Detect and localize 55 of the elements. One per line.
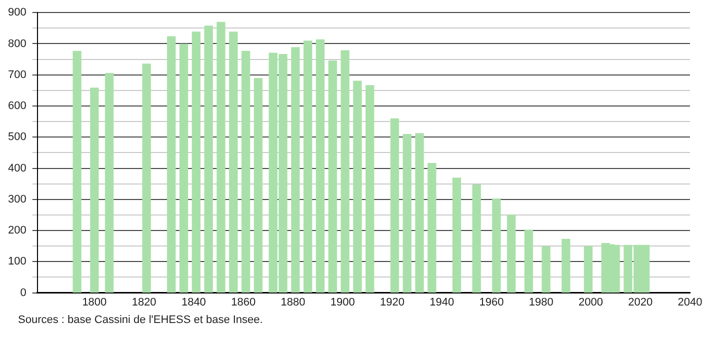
bar [316, 39, 325, 293]
x-tick-label: 1960 [479, 296, 504, 308]
bar [390, 118, 400, 293]
bar [584, 246, 593, 293]
bar [415, 133, 424, 293]
bar [402, 134, 412, 293]
x-tick-label: 1920 [380, 296, 404, 308]
y-tick-label: 700 [8, 68, 26, 81]
bar [216, 22, 226, 293]
bar [428, 162, 436, 293]
source-note: Sources : base Cassini de l'EHESS et base Insee. [18, 314, 264, 326]
x-tick-label: 1980 [528, 296, 554, 308]
x-tick-label: 1940 [430, 296, 454, 308]
bar [472, 184, 481, 293]
y-tick-label: 500 [8, 131, 26, 144]
x-tick-label: 2040 [678, 296, 702, 308]
x-tick-label: 1860 [231, 296, 256, 308]
bar [542, 246, 550, 293]
y-tick-label: 600 [8, 100, 26, 112]
bar [192, 32, 200, 293]
y-tick-label: 400 [8, 162, 26, 174]
y-tick-label: 200 [8, 224, 26, 237]
bar [524, 230, 534, 293]
bar [562, 238, 570, 293]
y-tick-label: 0 [20, 286, 26, 299]
x-tick-label: 1820 [132, 296, 156, 308]
bar [229, 32, 238, 293]
y-tick-label: 300 [8, 193, 26, 206]
bar [291, 47, 300, 293]
bar [204, 26, 213, 293]
bar [72, 50, 82, 293]
bar [241, 50, 250, 293]
bar [304, 40, 312, 293]
bar [90, 88, 99, 293]
y-tick-label: 800 [8, 38, 26, 50]
x-tick-label: 1880 [280, 296, 306, 308]
bar [104, 72, 114, 293]
bar [179, 44, 188, 293]
y-tick-label: 100 [8, 256, 26, 268]
bar [366, 85, 374, 293]
bar [254, 78, 263, 293]
bar [142, 64, 151, 293]
bar [452, 178, 462, 293]
x-tick-label: 1840 [181, 296, 206, 308]
bar [353, 80, 362, 293]
bar [340, 50, 350, 293]
bar [492, 198, 501, 293]
bar [167, 36, 176, 293]
bar [507, 214, 516, 293]
x-tick-label: 1800 [82, 296, 107, 308]
y-tick-label: 900 [8, 6, 26, 19]
x-tick-label: 1900 [330, 296, 355, 308]
bar [328, 60, 337, 293]
x-tick-label: 2020 [628, 296, 653, 308]
x-tick-label: 2000 [578, 296, 603, 308]
